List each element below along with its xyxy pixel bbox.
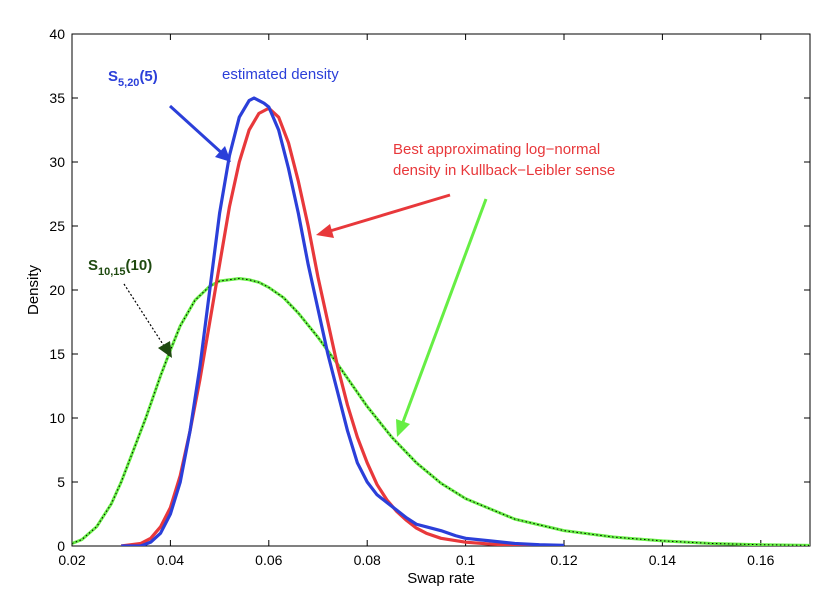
x-tick-label: 0.04 [157, 552, 184, 568]
y-tick-label: 10 [49, 410, 65, 426]
y-axis: 0 5 10 15 20 25 30 35 40 [49, 26, 810, 554]
x-tick-label: 0.12 [550, 552, 577, 568]
label-s520: S5,20(5) [108, 68, 158, 89]
x-tick-label: 0.14 [649, 552, 676, 568]
y-tick-label: 30 [49, 154, 65, 170]
arrow-best-shaft [329, 193, 451, 233]
y-tick-label: 0 [57, 538, 65, 554]
y-tick-label: 40 [49, 26, 65, 42]
series-layer [72, 96, 810, 546]
series-estimated-line [121, 96, 565, 546]
arrow-s520-shaft [168, 104, 226, 157]
x-tick-label: 0.08 [354, 552, 381, 568]
arrow-green-head [396, 419, 410, 437]
x-tick-label: 0.16 [747, 552, 774, 568]
arrow-green-shaft [401, 198, 488, 423]
label-best-line1: Best approximating log−normal [393, 141, 600, 158]
y-tick-label: 25 [49, 218, 65, 234]
y-tick-label: 35 [49, 90, 65, 106]
x-tick-label: 0.1 [456, 552, 476, 568]
y-tick-label: 5 [57, 474, 65, 490]
plot-area [71, 33, 811, 547]
y-tick-label: 15 [49, 346, 65, 362]
annotation-arrows [123, 104, 488, 437]
arrow-best-head [316, 224, 334, 238]
arrow-s1015-head [158, 341, 172, 358]
label-estimated-density: estimated density [222, 66, 339, 83]
series-green-dotted-overlay [72, 277, 810, 546]
y-tick-label: 20 [49, 282, 65, 298]
x-tick-label: 0.06 [255, 552, 282, 568]
x-axis-label: Swap rate [407, 570, 475, 587]
arrow-s520-head [215, 146, 231, 162]
x-tick-label: 0.02 [58, 552, 85, 568]
label-s1015: S10,15(10) [88, 257, 152, 278]
arrow-s1015-shaft [123, 283, 167, 350]
label-best-line2: density in Kullback−Leibler sense [393, 162, 615, 179]
y-axis-label: Density [25, 264, 42, 315]
